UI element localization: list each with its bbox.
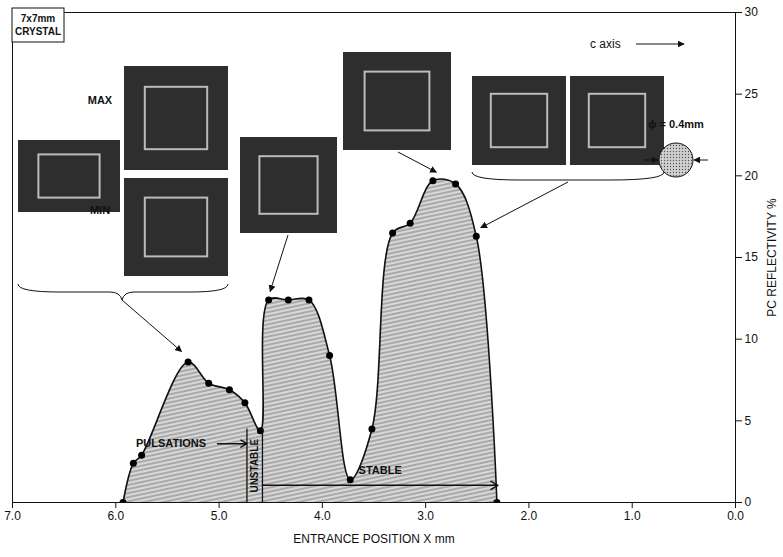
svg-text:0.0: 0.0 (727, 509, 744, 523)
svg-text:PULSATIONS: PULSATIONS (136, 437, 206, 449)
svg-text:20: 20 (745, 169, 759, 183)
svg-text:7x7mm: 7x7mm (21, 13, 56, 24)
svg-text:7.0: 7.0 (4, 509, 21, 523)
svg-text:1.0: 1.0 (624, 509, 641, 523)
svg-text:STABLE: STABLE (359, 464, 402, 476)
svg-text:ENTRANCE POSITION X mm: ENTRANCE POSITION X mm (293, 532, 454, 546)
svg-text:ϕ = 0.4mm: ϕ = 0.4mm (648, 118, 704, 130)
svg-text:10: 10 (745, 332, 759, 346)
svg-text:c axis: c axis (590, 37, 621, 51)
svg-text:4.0: 4.0 (314, 509, 331, 523)
svg-text:5: 5 (745, 414, 752, 428)
svg-text:PC REFLECTIVITY %: PC REFLECTIVITY % (765, 198, 779, 317)
svg-text:30: 30 (745, 5, 759, 19)
svg-text:0: 0 (745, 495, 752, 509)
svg-text:15: 15 (745, 250, 759, 264)
svg-text:5.0: 5.0 (211, 509, 228, 523)
svg-text:6.0: 6.0 (107, 509, 124, 523)
svg-text:MIN: MIN (90, 204, 110, 216)
svg-text:3.0: 3.0 (417, 509, 434, 523)
svg-text:MAX: MAX (88, 94, 113, 106)
svg-text:25: 25 (745, 87, 759, 101)
svg-text:2.0: 2.0 (521, 509, 538, 523)
svg-text:UNSTABLE: UNSTABLE (249, 439, 260, 493)
svg-text:CRYSTAL: CRYSTAL (15, 26, 61, 37)
